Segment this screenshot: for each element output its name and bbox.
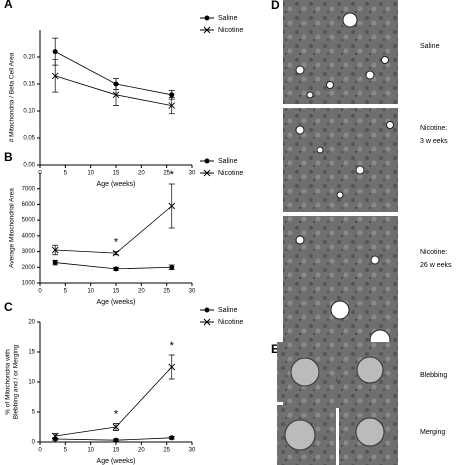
y-tick-label: 20 [28,320,35,326]
micrograph [283,0,398,104]
y-tick-label: 2000 [22,265,36,271]
marker [51,432,59,440]
panel-label: A [4,0,13,11]
y-tick-label: 0.10 [23,109,35,115]
marker [113,437,119,443]
x-tick-label: 15 [113,289,120,295]
marker [169,264,175,270]
y-tick-label: 5000 [22,218,36,224]
panel-label: C [4,300,13,314]
legend-marker [204,158,210,164]
legend-marker [204,15,210,21]
y-tick-label: 15 [28,350,35,356]
x-tick-label: 30 [189,289,196,295]
marker [113,266,119,272]
nucleus-label: N [425,12,434,26]
image-label: Nicotine: [420,125,447,132]
significance-mark: * [114,236,119,248]
marker [168,202,176,210]
marker [51,246,59,254]
mitochondria [284,356,385,451]
panel-label: E [271,342,279,356]
image-label: Merging [420,429,445,436]
image-label: Blebbing [420,372,447,379]
marker [51,72,59,80]
x-tick-label: 20 [138,171,145,177]
marker [52,49,58,55]
series-line [55,366,173,437]
x-tick-label: 25 [163,448,170,454]
y-tick-label: 0.15 [23,82,35,88]
x-tick-label: 10 [87,448,94,454]
legend-label: Saline [218,15,238,22]
x-tick-label: 0 [38,448,42,454]
legend-label: Nicotine [218,170,243,177]
y-axis-title: Blebbing and / or Merging [13,344,20,419]
x-tick-label: 20 [138,448,145,454]
y-tick-label: 0 [32,440,36,446]
x-tick-label: 25 [163,289,170,295]
image-label: 26 w eeks [420,262,452,269]
legend-marker [203,318,211,326]
x-tick-label: 15 [113,448,120,454]
x-tick-label: 10 [87,289,94,295]
legend-marker [203,26,211,34]
x-tick-label: 5 [64,448,68,454]
marker [168,102,176,109]
marker [112,91,120,99]
series-line [55,262,172,270]
y-axis-title: % of Mitochondria with [5,349,12,415]
series-line [55,51,172,96]
series-line [55,75,172,106]
y-tick-label: 6000 [22,202,36,208]
x-tick-label: 5 [64,171,68,177]
y-tick-label: 7000 [22,186,36,192]
x-tick-label: 25 [163,171,170,177]
significance-mark: * [170,169,175,181]
x-axis-title: Age (weeks) [97,181,136,188]
legend-marker [204,307,210,313]
marker [112,249,120,257]
significance-mark: * [114,408,119,420]
y-axis-title: Average Mitochondrial Area [9,188,16,268]
y-tick-label: 0.05 [23,136,35,142]
significance-mark: * [170,340,175,352]
x-tick-label: 20 [138,289,145,295]
marker [52,260,58,266]
y-tick-label: 0.20 [23,55,35,61]
legend-marker [203,169,211,177]
y-tick-label: 0.00 [23,163,35,169]
legend-label: Nicotine [218,27,243,34]
panel-label: D [271,0,280,12]
y-tick-label: 10 [28,380,35,386]
x-axis-title: Age (weeks) [97,458,136,465]
legend-label: Nicotine [218,319,243,326]
x-tick-label: 5 [64,289,68,295]
marker [169,92,175,98]
image-label: Saline [420,43,440,50]
marker [168,363,176,371]
y-tick-label: 1000 [22,281,36,287]
x-axis-title: Age (weeks) [97,299,136,306]
y-tick-label: 5 [32,410,36,416]
x-tick-label: 10 [87,171,94,177]
x-tick-label: 30 [189,171,196,177]
panel-label: B [4,150,13,164]
y-tick-label: 3000 [22,249,36,255]
image-label: Nicotine: [420,249,447,256]
image-label: 3 w eeks [420,138,448,145]
y-axis-title: # Mitochondria / Beta Cell Area [9,52,16,142]
panel-e: E Blebbing Merging [271,342,447,465]
x-tick-label: 30 [189,448,196,454]
legend-label: Saline [218,158,238,165]
marker [112,423,120,431]
x-tick-label: 0 [38,289,42,295]
x-tick-label: 15 [113,171,120,177]
legend-label: Saline [218,307,238,314]
y-tick-label: 4000 [22,233,36,239]
marker [169,435,175,441]
